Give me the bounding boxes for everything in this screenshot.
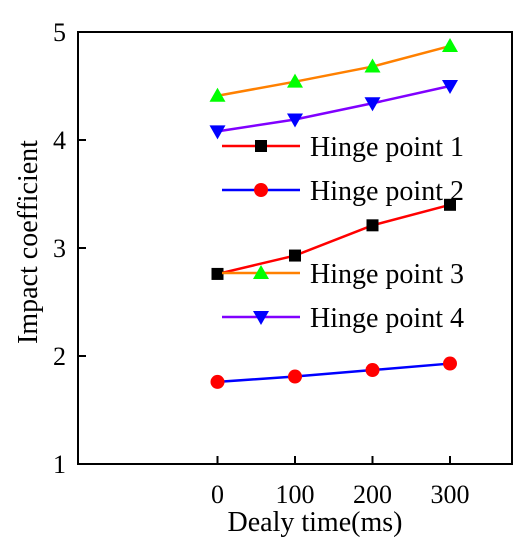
- data-point: [364, 58, 381, 73]
- data-point: [444, 198, 456, 211]
- data-point: [442, 80, 458, 94]
- legend-item: Hinge point 3: [222, 259, 464, 290]
- data-point: [287, 73, 303, 88]
- legend-label: Hinge point 1: [310, 132, 464, 163]
- y-tick-label: 5: [53, 18, 66, 47]
- x-axis-title: Dealy time(ms): [228, 507, 403, 538]
- data-point: [442, 38, 458, 53]
- series-4: [209, 80, 458, 140]
- series-line: [217, 44, 451, 97]
- x-axis: 0 100 200 300: [211, 456, 470, 509]
- x-tick-label: 0: [211, 480, 224, 509]
- data-point: [289, 249, 301, 262]
- y-tick-label: 1: [53, 450, 66, 479]
- series-3: [209, 38, 458, 102]
- legend-item: Hinge point 4: [222, 303, 464, 334]
- series-line: [217, 203, 451, 276]
- series-layer: [209, 38, 458, 389]
- legend-marker: [254, 183, 268, 197]
- series-1: [211, 198, 456, 280]
- data-point: [209, 125, 226, 140]
- plot-frame: [77, 31, 513, 465]
- data-point: [365, 363, 380, 378]
- legend-label: Hinge point 2: [310, 176, 464, 207]
- legend-label: Hinge point 4: [310, 303, 464, 334]
- y-tick-label: 4: [53, 126, 66, 155]
- legend-marker: [253, 265, 269, 279]
- data-point: [288, 369, 302, 384]
- legend: Hinge point 1 Hinge point 2 Hinge point 3 H…: [222, 132, 464, 334]
- x-tick-label: 300: [431, 480, 470, 509]
- data-point: [364, 97, 381, 112]
- y-axis: 1 2 3 4 5: [53, 18, 86, 479]
- data-point: [211, 267, 224, 280]
- series-line: [217, 84, 451, 133]
- legend-marker: [255, 140, 267, 152]
- data-point: [287, 113, 303, 128]
- legend-item: Hinge point 2: [222, 176, 464, 207]
- data-point: [443, 356, 457, 371]
- data-point: [366, 219, 379, 232]
- y-tick-label: 2: [53, 342, 66, 371]
- series-2: [210, 356, 457, 389]
- data-point: [209, 87, 226, 102]
- y-axis-title: Impact coefficient: [13, 140, 44, 344]
- y-tick-label: 3: [53, 234, 66, 263]
- plot-area: [77, 31, 513, 465]
- legend-item: Hinge point 1: [222, 132, 464, 163]
- series-line: [217, 362, 451, 384]
- x-tick-label: 100: [276, 480, 315, 509]
- data-point: [210, 374, 225, 389]
- legend-label: Hinge point 3: [310, 259, 464, 290]
- legend-marker: [253, 311, 269, 325]
- x-tick-label: 200: [353, 480, 392, 509]
